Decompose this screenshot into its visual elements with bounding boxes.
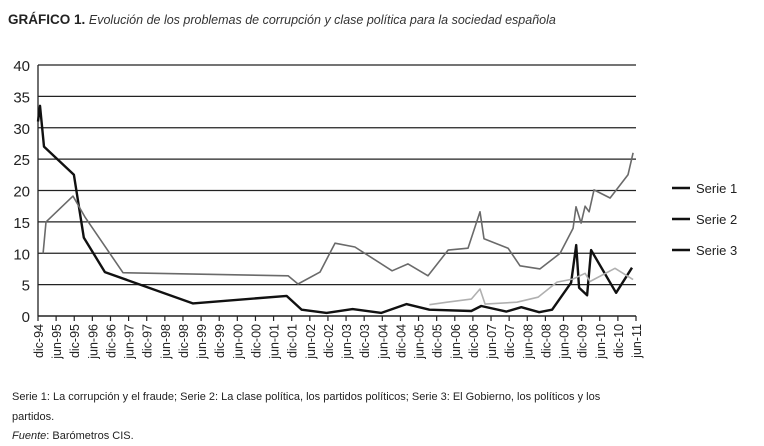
x-tick-label: dic-06 <box>467 324 481 358</box>
x-tick-label: jun-07 <box>485 324 499 360</box>
source-text: : Barómetros CIS. <box>46 430 134 442</box>
x-tick-label: jun-95 <box>50 324 64 360</box>
x-tick-label: dic-09 <box>576 324 590 358</box>
source-label: Fuente <box>12 430 47 442</box>
series-line-2 <box>42 152 634 285</box>
x-tick-label: jun-01 <box>268 324 282 360</box>
x-tick-label: jun-05 <box>413 324 427 360</box>
chart-title-text: Evolución de los problemas de corrupción… <box>88 13 556 27</box>
x-tick-label: dic-02 <box>322 324 336 358</box>
x-tick-label: dic-08 <box>539 324 553 358</box>
chart-title: GRÁFICO 1. Evolución de los problemas de… <box>8 12 556 27</box>
y-tick-label: 0 <box>22 309 30 326</box>
x-tick-label: dic-10 <box>612 324 626 358</box>
y-tick-label: 15 <box>13 215 30 232</box>
x-tick-label: jun-02 <box>304 324 318 360</box>
x-tick-label: dic-98 <box>177 324 191 358</box>
x-tick-label: jun-09 <box>558 324 572 360</box>
x-tick-label: dic-97 <box>141 324 155 358</box>
x-tick-label: jun-96 <box>86 324 100 360</box>
x-tick-label: jun-97 <box>123 324 137 360</box>
y-tick-label: 5 <box>22 278 30 295</box>
x-tick-label: jun-04 <box>376 324 390 360</box>
y-tick-label: 30 <box>13 121 30 138</box>
x-tick-label: dic-95 <box>68 324 82 358</box>
y-tick-label: 25 <box>13 152 30 169</box>
y-tick-label: 35 <box>13 89 30 106</box>
series-line-1 <box>36 104 634 315</box>
y-tick-label: 40 <box>13 58 30 75</box>
x-tick-label: dic-03 <box>358 324 372 358</box>
x-tick-label: dic-99 <box>213 324 227 358</box>
series-description: Serie 1: La corrupción y el fraude; Seri… <box>12 391 601 403</box>
legend-label: Serie 3 <box>696 243 737 258</box>
x-tick-label: dic-94 <box>32 324 46 358</box>
source-note: Fuente: Barómetros CIS. <box>12 430 134 442</box>
y-tick-label: 10 <box>13 246 30 263</box>
y-tick-label: 20 <box>13 184 30 201</box>
series-description-cont: partidos. <box>12 411 55 423</box>
x-tick-label: jun-08 <box>521 324 535 360</box>
x-tick-label: jun-11 <box>630 324 644 359</box>
x-tick-label: dic-05 <box>431 324 445 358</box>
x-tick-label: dic-96 <box>104 324 118 358</box>
x-tick-label: dic-00 <box>249 324 263 358</box>
x-tick-label: dic-01 <box>286 324 300 358</box>
legend-label: Serie 1 <box>696 181 737 196</box>
x-tick-label: jun-98 <box>159 324 173 360</box>
x-tick-label: jun-03 <box>340 324 354 360</box>
chart-title-prefix: GRÁFICO 1. <box>8 12 86 27</box>
x-tick-label: jun-99 <box>195 324 209 360</box>
x-tick-label: jun-10 <box>594 324 608 360</box>
x-tick-label: jun-00 <box>231 324 245 360</box>
series-line-3 <box>429 267 634 306</box>
x-tick-label: dic-04 <box>394 324 408 358</box>
x-tick-label: dic-07 <box>503 324 517 358</box>
x-tick-label: jun-06 <box>449 324 463 360</box>
legend-label: Serie 2 <box>696 212 737 227</box>
